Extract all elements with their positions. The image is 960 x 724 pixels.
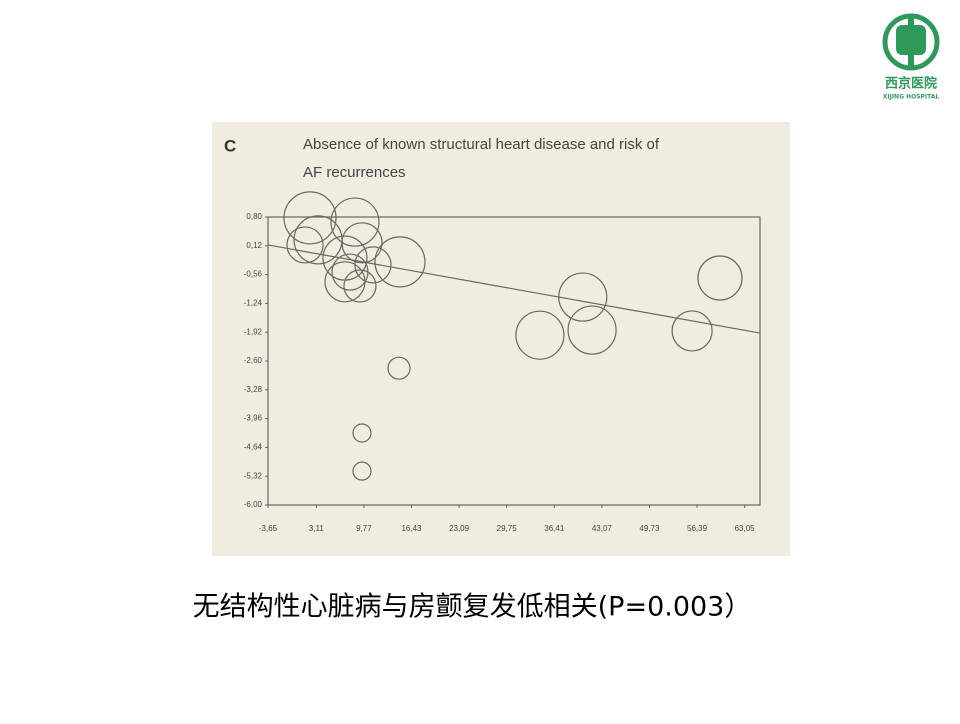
bubble (567, 305, 617, 355)
y-tick-label: 0,80 (246, 212, 262, 221)
x-tick-label: 56,39 (687, 524, 708, 533)
y-tick-label: -6,00 (244, 500, 263, 509)
y-tick-label: -4,64 (244, 443, 263, 452)
figure-background (212, 122, 790, 556)
bubble (515, 310, 565, 360)
panel-label: C (224, 136, 236, 155)
bubble (343, 269, 377, 303)
trend-line (267, 244, 761, 334)
bubble (341, 222, 383, 264)
bubble (286, 226, 324, 264)
y-tick-label: -1,92 (244, 327, 263, 336)
x-tick-label: 16,43 (401, 524, 422, 533)
x-tick-label: 3,11 (309, 524, 325, 533)
bubble (324, 261, 366, 303)
x-tick-label: -3,65 (259, 524, 278, 533)
logo-name: 西京医院 (885, 76, 937, 92)
logo: 西京医院 XIJING HOSPITAL (882, 13, 940, 101)
bubble (330, 197, 380, 247)
x-tick-label: 29,75 (497, 524, 518, 533)
y-tick-label: -2,60 (244, 356, 263, 365)
logo-cross (908, 14, 914, 66)
bubble (283, 191, 337, 245)
bubble (387, 356, 411, 380)
y-tick-label: -5,32 (244, 471, 263, 480)
y-tick-label: -1,24 (244, 299, 263, 308)
logo-subtitle: XIJING HOSPITAL (883, 94, 940, 101)
y-tick-label: -3,96 (244, 414, 263, 423)
x-tick-label: 36,41 (544, 524, 565, 533)
y-tick-label: -3,28 (244, 385, 263, 394)
x-tick-label: 49,73 (639, 524, 660, 533)
bubble (697, 255, 743, 301)
x-tick-label: 43,07 (592, 524, 613, 533)
y-tick-label: 0,12 (246, 241, 262, 250)
x-tick-label: 23,09 (449, 524, 470, 533)
caption: 无结构性心脏病与房颤复发低相关(P=0.003） (193, 592, 752, 623)
y-tick-label: -0,56 (244, 270, 263, 279)
bubble (352, 461, 372, 481)
chart-title: AF recurrences (303, 164, 406, 181)
bubble (671, 310, 713, 352)
x-tick-label: 9,77 (356, 524, 372, 533)
bubble (352, 423, 372, 443)
x-tick-label: 63,05 (735, 524, 756, 533)
bubble (374, 236, 426, 288)
chart-title: Absence of known structural heart diseas… (303, 136, 660, 153)
